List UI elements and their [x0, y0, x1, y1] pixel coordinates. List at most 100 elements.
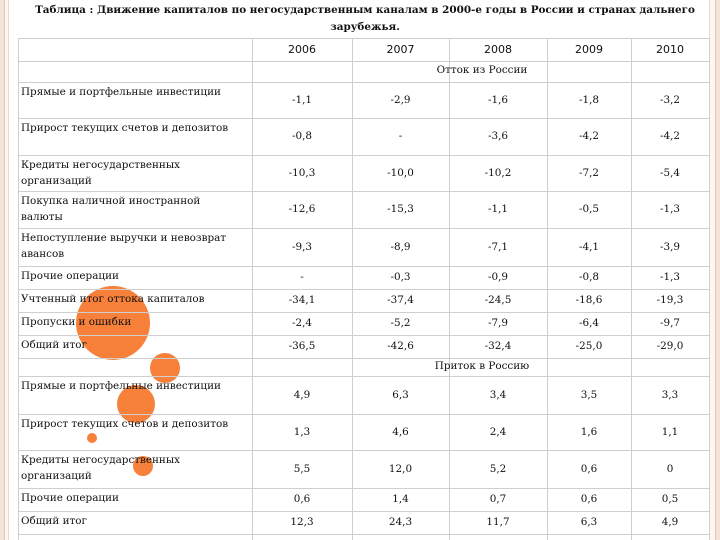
table-cell: 1,1	[661, 426, 679, 438]
table-cell: -9,3	[291, 241, 313, 253]
table-cell: 0,6	[580, 493, 598, 505]
table-cell: -6,4	[578, 317, 600, 329]
table-cell: -0,8	[291, 130, 313, 142]
table-cell: 1,6	[580, 426, 598, 438]
table-cell: -19,3	[656, 294, 684, 306]
section-title: Приток в Россию	[434, 360, 530, 372]
table-cell: -0,5	[578, 203, 600, 215]
year-header-cell: 2009	[575, 43, 603, 56]
row-divider	[18, 488, 710, 489]
table-cell: 1,4	[392, 493, 409, 505]
table-cell: 0	[666, 463, 674, 475]
table-cell: 3,3	[661, 389, 679, 401]
year-header-cell: 2006	[288, 43, 316, 56]
decorative-circle-small	[87, 433, 97, 443]
row-divider	[18, 358, 710, 359]
table-cell: 6,3	[580, 516, 598, 528]
table-cell: 11,7	[486, 516, 510, 528]
table-cell: -34,1	[288, 294, 316, 306]
row-label: Общий итог	[21, 515, 87, 527]
table-cell: -0,9	[487, 271, 509, 283]
row-divider	[18, 289, 710, 290]
row-divider	[18, 376, 710, 377]
row-divider	[18, 335, 710, 336]
table-cell: 12,3	[290, 516, 314, 528]
row-divider	[18, 534, 710, 535]
row-divider	[18, 191, 710, 192]
row-label: Прямые и портфельные инвестиции	[21, 380, 221, 392]
table-cell: 6,3	[392, 389, 409, 401]
table-cell: -	[398, 130, 403, 142]
row-divider	[18, 118, 710, 119]
table-cell: -7,2	[578, 167, 600, 179]
year-header-row: 2006 2007 2008 2009 2010	[18, 38, 710, 60]
table-title: Таблица : Движение капиталов по негосуда…	[35, 4, 695, 33]
table-cell: -8,9	[390, 241, 411, 253]
row-label: Непоступление выручки и невозврат авансо…	[21, 232, 227, 260]
year-header-cell: 2007	[386, 43, 415, 56]
row-divider	[18, 312, 710, 313]
table-cell: 12,0	[388, 463, 413, 475]
table-cell: -15,3	[387, 203, 414, 215]
table-cell: -29,0	[656, 340, 684, 352]
table-cell: -0,3	[390, 271, 411, 283]
table-cell: -36,5	[288, 340, 316, 352]
table-cell: -1,1	[487, 203, 509, 215]
row-label: Прочие операции	[21, 492, 119, 504]
table-cell: -37,4	[387, 294, 414, 306]
table-cell: -1,3	[659, 203, 681, 215]
row-label: Покупка наличной иностранной валюты	[21, 195, 201, 223]
table-cell: 4,9	[293, 389, 311, 401]
decorative-circle-large	[76, 286, 150, 360]
table-cell: -18,6	[575, 294, 603, 306]
table-cell: 0,6	[293, 493, 311, 505]
table-cell: 1,3	[293, 426, 311, 438]
year-header-cell: 2008	[484, 43, 512, 56]
row-divider	[18, 511, 710, 512]
section-title: Отток из России	[436, 64, 528, 76]
table-cell: -4,1	[578, 241, 600, 253]
table-cell: -3,9	[659, 241, 681, 253]
table-cell: 4,9	[661, 516, 679, 528]
row-label: Общий итог	[21, 339, 87, 351]
row-label: Учтенный итог оттока капиталов	[21, 293, 205, 305]
table-cell: -1,6	[487, 94, 509, 106]
table-cell: -1,1	[291, 94, 313, 106]
table-cell: 5,5	[293, 463, 311, 475]
row-divider	[18, 82, 710, 83]
table-cell: -1,8	[578, 94, 600, 106]
row-label: Пропуски и ошибки	[21, 316, 132, 328]
table-cell: -7,9	[487, 317, 509, 329]
table-cell: -5,4	[659, 167, 681, 179]
table-cell: 24,3	[388, 516, 413, 528]
row-label: Кредиты негосударственных организаций	[21, 159, 180, 187]
table-cell: 4,6	[392, 426, 409, 438]
table-cell: -0,8	[578, 271, 600, 283]
row-divider	[18, 155, 710, 156]
row-divider	[18, 266, 710, 267]
table-cell: -	[300, 271, 304, 283]
row-label: Прирост текущих счетов и депозитов	[21, 418, 229, 430]
table-cell: -10,3	[288, 167, 316, 179]
row-divider	[18, 61, 710, 62]
table-cell: -10,0	[387, 167, 414, 179]
row-label: Прирост текущих счетов и депозитов	[21, 122, 229, 134]
table-cell: 0,6	[580, 463, 598, 475]
row-divider	[18, 228, 710, 229]
table-cell: -4,2	[659, 130, 681, 142]
table-cell: -12,6	[288, 203, 316, 215]
table-cell: -3,6	[487, 130, 509, 142]
table-cell: -24,5	[484, 294, 512, 306]
table-cell: 0,7	[489, 493, 507, 505]
table-cell: -4,2	[578, 130, 600, 142]
table-cell: 2,4	[489, 426, 507, 438]
row-label: Прочие операции	[21, 270, 119, 282]
row-divider	[18, 38, 710, 39]
table-cell: -2,9	[390, 94, 411, 106]
row-divider	[18, 414, 710, 415]
table-cell: -7,1	[487, 241, 509, 253]
table-cell: -3,2	[659, 94, 681, 106]
table-cell: -25,0	[575, 340, 603, 352]
year-header-cell: 2010	[656, 43, 684, 56]
data-table: 2006 2007 2008 2009 2010 Отток из России…	[18, 38, 710, 540]
